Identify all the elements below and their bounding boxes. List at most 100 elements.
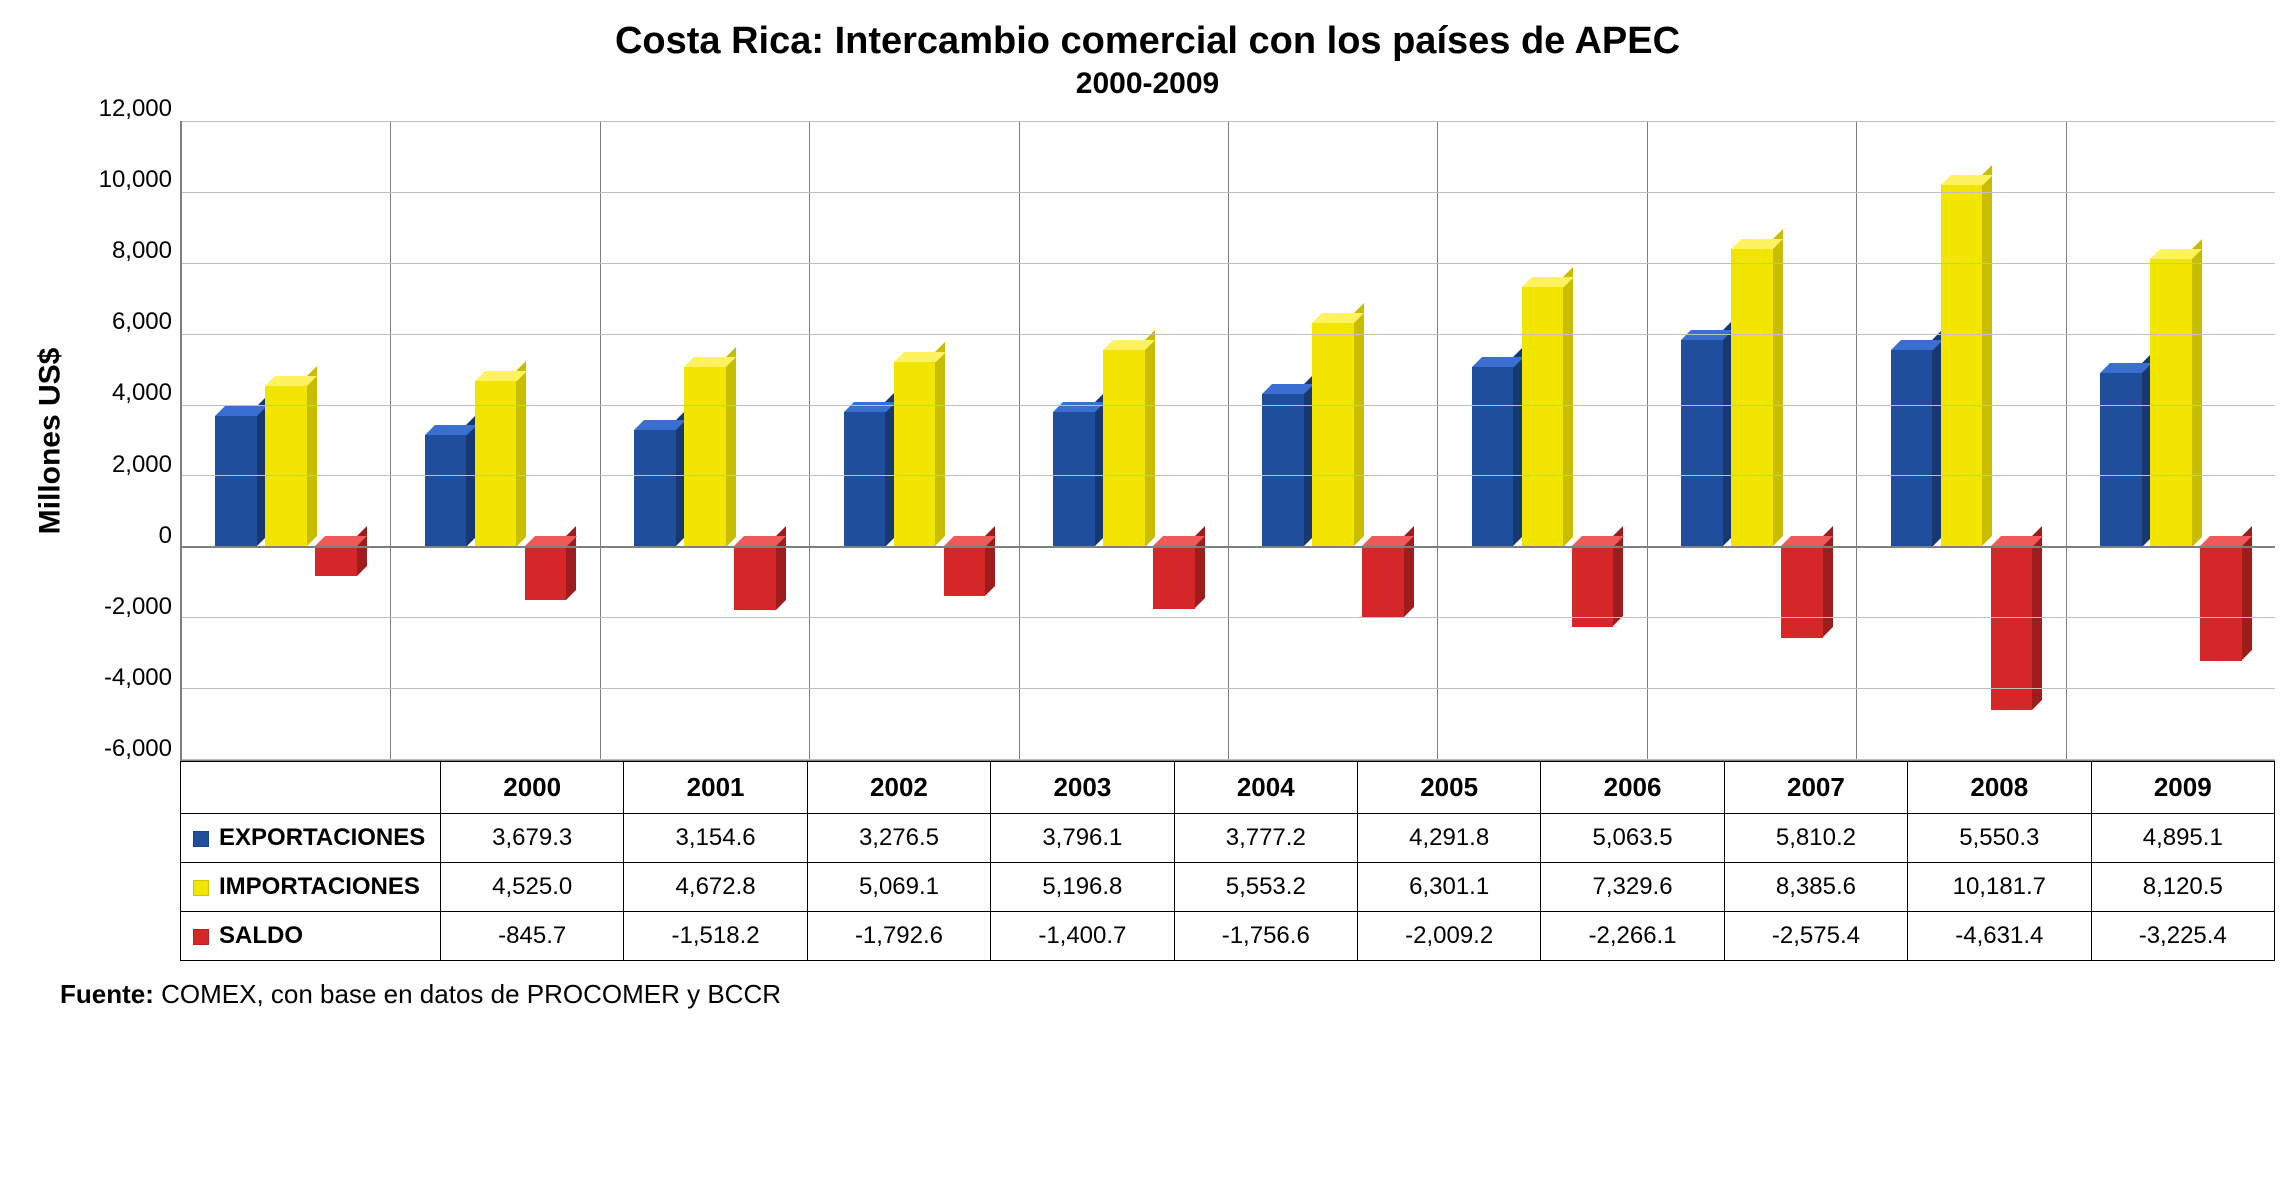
bar-side-face bbox=[1982, 165, 1992, 546]
table-year-header: 2009 bbox=[2091, 762, 2274, 814]
table-cell: 4,525.0 bbox=[441, 863, 624, 912]
bar-front bbox=[425, 435, 467, 547]
chart-title: Costa Rica: Intercambio comercial con lo… bbox=[20, 20, 2275, 63]
bar-side-face bbox=[2192, 239, 2202, 547]
table-cell: 3,777.2 bbox=[1174, 814, 1357, 863]
chart-titles: Costa Rica: Intercambio comercial con lo… bbox=[20, 20, 2275, 101]
table-cell: 5,069.1 bbox=[807, 863, 990, 912]
table-cell: 6,301.1 bbox=[1357, 863, 1540, 912]
bar-side-face bbox=[2032, 526, 2042, 710]
bar bbox=[475, 381, 517, 547]
plot-area bbox=[180, 121, 2275, 761]
table-cell: 3,796.1 bbox=[991, 814, 1174, 863]
bar bbox=[894, 362, 936, 546]
bar-group bbox=[1857, 121, 2066, 759]
bar-group bbox=[1020, 121, 1229, 759]
bar-front bbox=[894, 362, 936, 546]
bar-front bbox=[1053, 412, 1095, 546]
bar-front bbox=[1362, 546, 1404, 617]
gridline bbox=[182, 617, 2275, 618]
bar-top-face bbox=[1891, 340, 1943, 350]
legend-swatch bbox=[193, 929, 209, 945]
table-cell: -3,225.4 bbox=[2091, 912, 2274, 961]
bar-front bbox=[1991, 546, 2033, 710]
table-year-header: 2000 bbox=[441, 762, 624, 814]
table-cell: 4,291.8 bbox=[1357, 814, 1540, 863]
bar-front bbox=[315, 546, 357, 576]
table-cell: 8,385.6 bbox=[1724, 863, 1907, 912]
table-cell: 5,550.3 bbox=[1908, 814, 2091, 863]
table-cell: -2,009.2 bbox=[1357, 912, 1540, 961]
bar bbox=[1681, 340, 1723, 546]
bar-front bbox=[525, 546, 567, 600]
bar bbox=[1572, 546, 1614, 626]
bar-front bbox=[2200, 546, 2242, 660]
bar-front bbox=[734, 546, 776, 610]
bar-side-face bbox=[357, 526, 367, 576]
bar-group bbox=[391, 121, 600, 759]
series-name: IMPORTACIONES bbox=[219, 873, 420, 900]
table-year-header: 2007 bbox=[1724, 762, 1907, 814]
y-axis-label-cell: Millones US$ bbox=[20, 121, 80, 761]
series-name: SALDO bbox=[219, 922, 303, 949]
bar-front bbox=[1731, 249, 1773, 546]
table-year-header: 2003 bbox=[991, 762, 1174, 814]
bar bbox=[1522, 287, 1564, 547]
bar-group bbox=[810, 121, 1019, 759]
chart-subtitle: 2000-2009 bbox=[20, 67, 2275, 101]
source-text: COMEX, con base en datos de PROCOMER y B… bbox=[154, 979, 781, 1009]
gridline bbox=[182, 334, 2275, 335]
bar-side-face bbox=[1145, 330, 1155, 547]
table-cell: -2,266.1 bbox=[1541, 912, 1724, 961]
table-year-row: 2000200120022003200420052006200720082009 bbox=[181, 762, 2275, 814]
bar-front bbox=[1572, 546, 1614, 626]
bar-group bbox=[1229, 121, 1438, 759]
bar bbox=[1781, 546, 1823, 637]
table-cell: -4,631.4 bbox=[1908, 912, 2091, 961]
bar-front bbox=[684, 367, 726, 547]
bar bbox=[1362, 546, 1404, 617]
bar bbox=[1472, 367, 1514, 546]
table-cell: 5,063.5 bbox=[1541, 814, 1724, 863]
bar-side-face bbox=[1773, 229, 1783, 546]
bar bbox=[2100, 373, 2142, 547]
bar bbox=[684, 367, 726, 547]
bar-side-face bbox=[1354, 303, 1364, 546]
table-cell: -845.7 bbox=[441, 912, 624, 961]
table-year-header: 2005 bbox=[1357, 762, 1540, 814]
bar bbox=[265, 386, 307, 546]
table-cell: 5,553.2 bbox=[1174, 863, 1357, 912]
bar-front bbox=[1103, 350, 1145, 547]
gridline bbox=[182, 405, 2275, 406]
table-year-header: 2001 bbox=[624, 762, 807, 814]
source-line: Fuente: COMEX, con base en datos de PROC… bbox=[60, 979, 2275, 1010]
table-year-header: 2002 bbox=[807, 762, 990, 814]
bar bbox=[634, 430, 676, 546]
bar bbox=[1103, 350, 1145, 547]
gridline bbox=[182, 263, 2275, 264]
bar-front bbox=[1312, 323, 1354, 546]
table-cell: -1,756.6 bbox=[1174, 912, 1357, 961]
bar bbox=[1891, 350, 1933, 547]
gridline bbox=[182, 121, 2275, 122]
bar-front bbox=[844, 412, 886, 547]
bar-side-face bbox=[935, 342, 945, 546]
bar-front bbox=[1472, 367, 1514, 546]
table-year-header: 2006 bbox=[1541, 762, 1724, 814]
series-label-cell: SALDO bbox=[181, 912, 441, 961]
table-year-header: 2004 bbox=[1174, 762, 1357, 814]
table-cell: -1,518.2 bbox=[624, 912, 807, 961]
table-year-header: 2008 bbox=[1908, 762, 2091, 814]
bar-side-face bbox=[726, 347, 736, 547]
bar-front bbox=[944, 546, 986, 596]
bar-group bbox=[1438, 121, 1647, 759]
bar bbox=[734, 546, 776, 610]
table-cell: -2,575.4 bbox=[1724, 912, 1907, 961]
table-cell: 7,329.6 bbox=[1541, 863, 1724, 912]
bar bbox=[215, 416, 257, 546]
legend-swatch bbox=[193, 880, 209, 896]
bar bbox=[425, 435, 467, 547]
bar-group bbox=[601, 121, 810, 759]
bar-front bbox=[265, 386, 307, 546]
bar bbox=[1153, 546, 1195, 608]
